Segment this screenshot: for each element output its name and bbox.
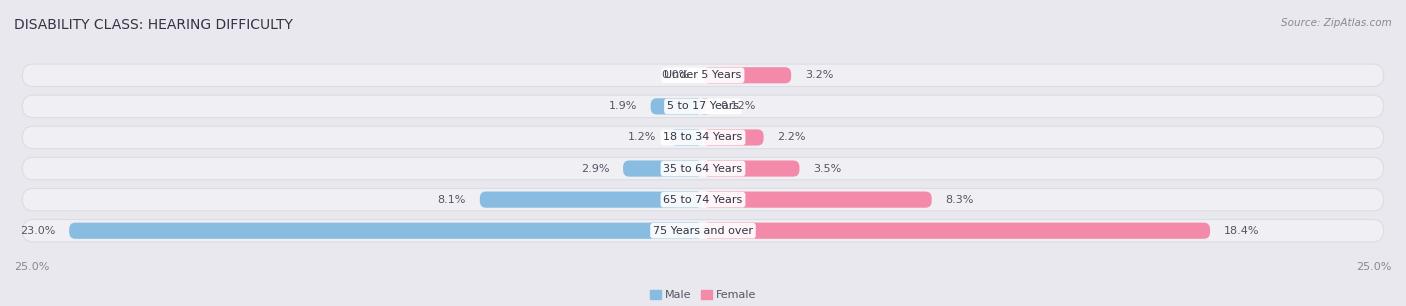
Text: 0.12%: 0.12% <box>720 101 755 111</box>
Text: 23.0%: 23.0% <box>20 226 55 236</box>
Text: 8.3%: 8.3% <box>945 195 974 205</box>
FancyBboxPatch shape <box>69 223 703 239</box>
FancyBboxPatch shape <box>22 157 1384 180</box>
Text: 65 to 74 Years: 65 to 74 Years <box>664 195 742 205</box>
FancyBboxPatch shape <box>703 67 792 83</box>
Text: 2.2%: 2.2% <box>778 132 806 143</box>
FancyBboxPatch shape <box>651 98 703 114</box>
Text: Under 5 Years: Under 5 Years <box>665 70 741 80</box>
FancyBboxPatch shape <box>703 223 1211 239</box>
FancyBboxPatch shape <box>22 126 1384 149</box>
Text: 35 to 64 Years: 35 to 64 Years <box>664 163 742 174</box>
Text: 2.9%: 2.9% <box>581 163 609 174</box>
FancyBboxPatch shape <box>22 64 1384 87</box>
FancyBboxPatch shape <box>22 219 1384 242</box>
Text: 1.2%: 1.2% <box>627 132 657 143</box>
Legend: Male, Female: Male, Female <box>650 290 756 300</box>
Text: 8.1%: 8.1% <box>437 195 465 205</box>
Text: 25.0%: 25.0% <box>14 262 49 272</box>
Text: 0.0%: 0.0% <box>661 70 689 80</box>
Text: Source: ZipAtlas.com: Source: ZipAtlas.com <box>1281 18 1392 28</box>
Text: 18.4%: 18.4% <box>1223 226 1260 236</box>
FancyBboxPatch shape <box>623 160 703 177</box>
FancyBboxPatch shape <box>703 129 763 146</box>
FancyBboxPatch shape <box>700 98 709 114</box>
FancyBboxPatch shape <box>703 192 932 208</box>
Text: 3.2%: 3.2% <box>806 70 834 80</box>
Text: 1.9%: 1.9% <box>609 101 637 111</box>
Text: 25.0%: 25.0% <box>1357 262 1392 272</box>
Text: 3.5%: 3.5% <box>813 163 841 174</box>
FancyBboxPatch shape <box>22 95 1384 118</box>
FancyBboxPatch shape <box>22 188 1384 211</box>
FancyBboxPatch shape <box>669 129 703 146</box>
FancyBboxPatch shape <box>703 160 800 177</box>
Text: DISABILITY CLASS: HEARING DIFFICULTY: DISABILITY CLASS: HEARING DIFFICULTY <box>14 18 292 32</box>
Text: 75 Years and over: 75 Years and over <box>652 226 754 236</box>
Text: 5 to 17 Years: 5 to 17 Years <box>666 101 740 111</box>
FancyBboxPatch shape <box>479 192 703 208</box>
Text: 18 to 34 Years: 18 to 34 Years <box>664 132 742 143</box>
